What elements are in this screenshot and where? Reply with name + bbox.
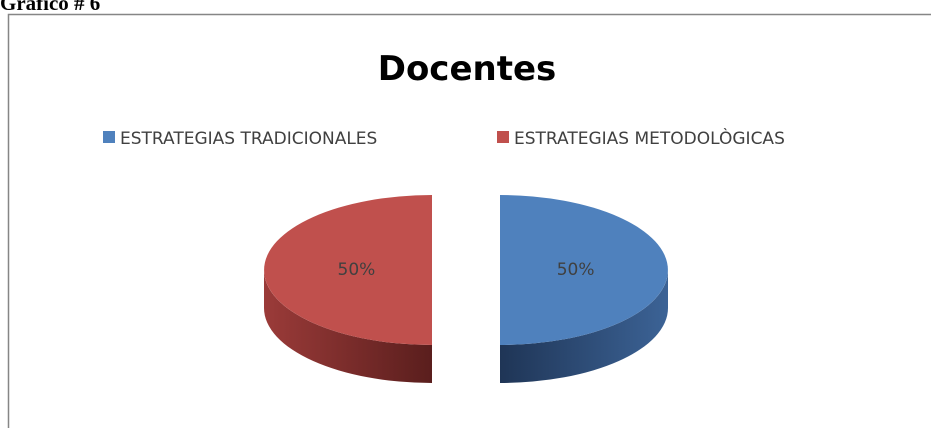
pie-slice: 50%: [500, 195, 668, 383]
legend-label: ESTRATEGIAS METODOLÒGICAS: [514, 127, 785, 149]
caption: Gráfico # 6: [0, 0, 100, 15]
pie-side: [500, 270, 668, 383]
legend-swatch: [103, 131, 115, 143]
pie-top: [500, 195, 668, 345]
legend-swatch: [497, 131, 509, 143]
pie-side: [264, 270, 432, 383]
pie-top: [264, 195, 432, 345]
chart-frame: [7, 13, 931, 428]
chart-title: Docentes: [378, 49, 557, 89]
pie-slice: 50%: [264, 195, 432, 383]
data-label: 50%: [338, 260, 376, 280]
legend-label: ESTRATEGIAS TRADICIONALES: [120, 129, 377, 149]
data-label: 50%: [557, 260, 595, 280]
